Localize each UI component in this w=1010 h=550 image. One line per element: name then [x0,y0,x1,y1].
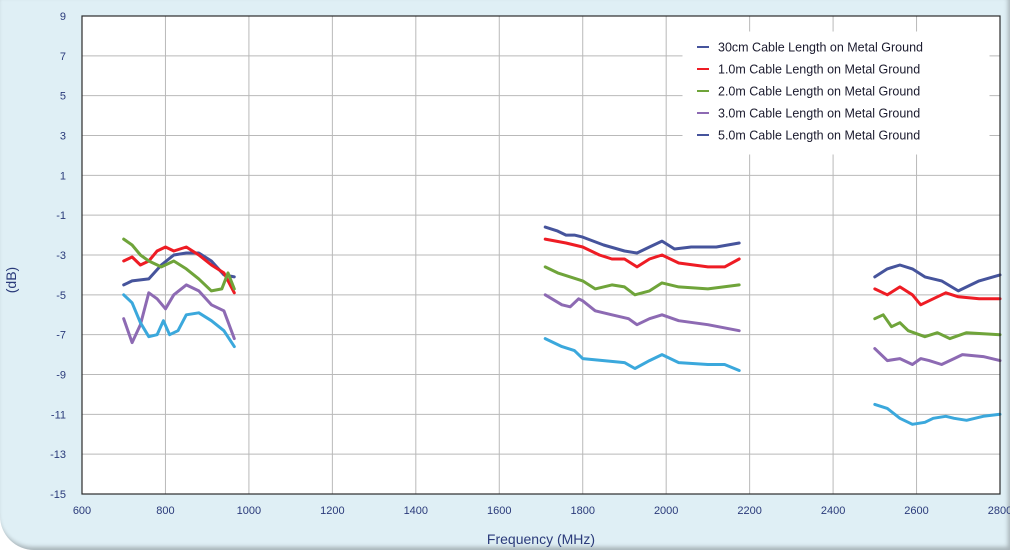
y-tick-label: 7 [60,51,66,63]
y-tick-label: -7 [56,330,66,342]
series-1-band-2-line [543,225,741,255]
x-axis-title: Frequency (MHz) [487,531,595,547]
x-tick-label: 2200 [737,505,761,517]
legend-label: 1.0m Cable Length on Metal Ground [718,63,920,77]
legend-label: 30cm Cable Length on Metal Ground [718,41,923,55]
y-tick-label: -11 [51,409,66,421]
x-tick-label: 2000 [654,505,678,517]
y-tick-label: 3 [60,131,66,143]
x-tick-label: 1200 [320,505,344,517]
series-5-band-2-line [543,337,741,372]
series-1-band-3-line [873,263,1002,293]
series-2-band-2-line [543,237,741,269]
legend: 30cm Cable Length on Metal Ground 1.0m Ca… [682,31,990,155]
x-tick-label: 1400 [404,505,428,517]
x-tick-label: 800 [156,505,174,517]
y-tick-label: -9 [56,370,66,382]
series-2-band-3-line [873,285,1002,307]
y-tick-label: 1 [60,170,66,182]
x-tick-label: 1800 [570,505,594,517]
x-tick-label: 1600 [487,505,511,517]
y-tick-label: 5 [60,91,66,103]
x-tick-label: 600 [73,505,91,517]
x-tick-label: 2800 [988,505,1010,517]
plot-border [81,15,1001,495]
y-tick-label: 9 [60,11,66,23]
series-4-band-2-line [543,293,741,333]
series-3-band-1-line [122,237,236,293]
y-tick-label: -1 [56,210,66,222]
x-tick-label: 2400 [821,505,845,517]
y-axis-title: (dB) [3,267,19,293]
legend-label: 5.0m Cable Length on Metal Ground [718,129,920,143]
y-tick-label: -3 [56,250,66,262]
series-3-band-2-line [543,265,741,297]
x-tick-label: 2600 [904,505,928,517]
series-5-band-3-line [873,402,1002,426]
legend-label: 2.0m Cable Length on Metal Ground [718,85,920,99]
series-5-band-1-line [122,293,236,349]
legend-box [682,31,990,155]
series-group [122,225,1002,426]
series-4-band-1-line [122,283,236,345]
y-tick-label: -15 [50,489,66,501]
y-tick-label: -13 [50,449,66,461]
tick-labels: 600 800 1000 1200 1400 1600 1800 2000 2200 2400 26… [50,11,1010,517]
y-tick-label: -5 [56,290,66,302]
x-tick-label: 1000 [237,505,261,517]
series-3-band-3-line [873,313,1002,341]
legend-label: 3.0m Cable Length on Metal Ground [718,107,920,121]
series-2-band-1-line [122,245,236,295]
series-4-band-3-line [873,347,1002,366]
